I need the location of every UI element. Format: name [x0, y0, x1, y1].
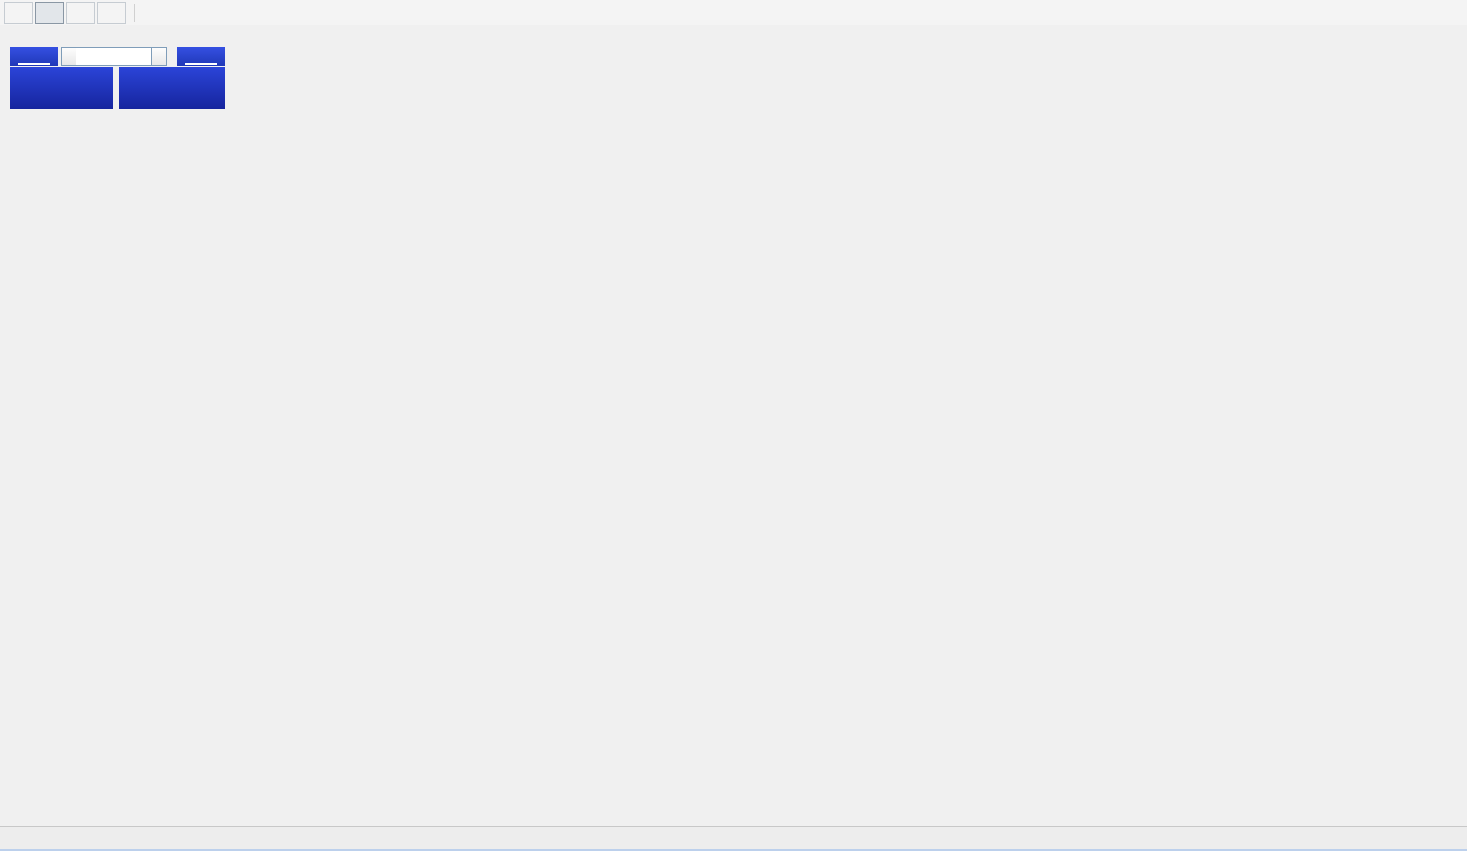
one-click-trade-panel [10, 47, 225, 109]
sell-underline [18, 63, 50, 65]
timeframe-h4-button[interactable] [4, 1, 33, 24]
tabstrip-gap [0, 822, 1467, 826]
buy-price-button[interactable] [119, 67, 225, 109]
window-bottom-edge [0, 849, 1467, 851]
volume-increase-button[interactable] [151, 47, 167, 66]
timeframe-w1-button[interactable] [66, 1, 95, 24]
price-chart-canvas[interactable] [0, 26, 1467, 822]
toolbar-separator [134, 3, 135, 22]
timeframe-mn-button[interactable] [97, 1, 126, 24]
sell-price-button[interactable] [10, 67, 113, 109]
chart-tab-bar [0, 826, 1467, 849]
buy-button[interactable] [177, 47, 225, 66]
buy-underline [185, 63, 217, 65]
sell-button[interactable] [10, 47, 58, 66]
timeframe-d1-button[interactable] [35, 1, 64, 24]
volume-decrease-button[interactable] [61, 47, 77, 66]
volume-input[interactable] [76, 47, 151, 66]
timeframe-toolbar [0, 0, 1467, 25]
